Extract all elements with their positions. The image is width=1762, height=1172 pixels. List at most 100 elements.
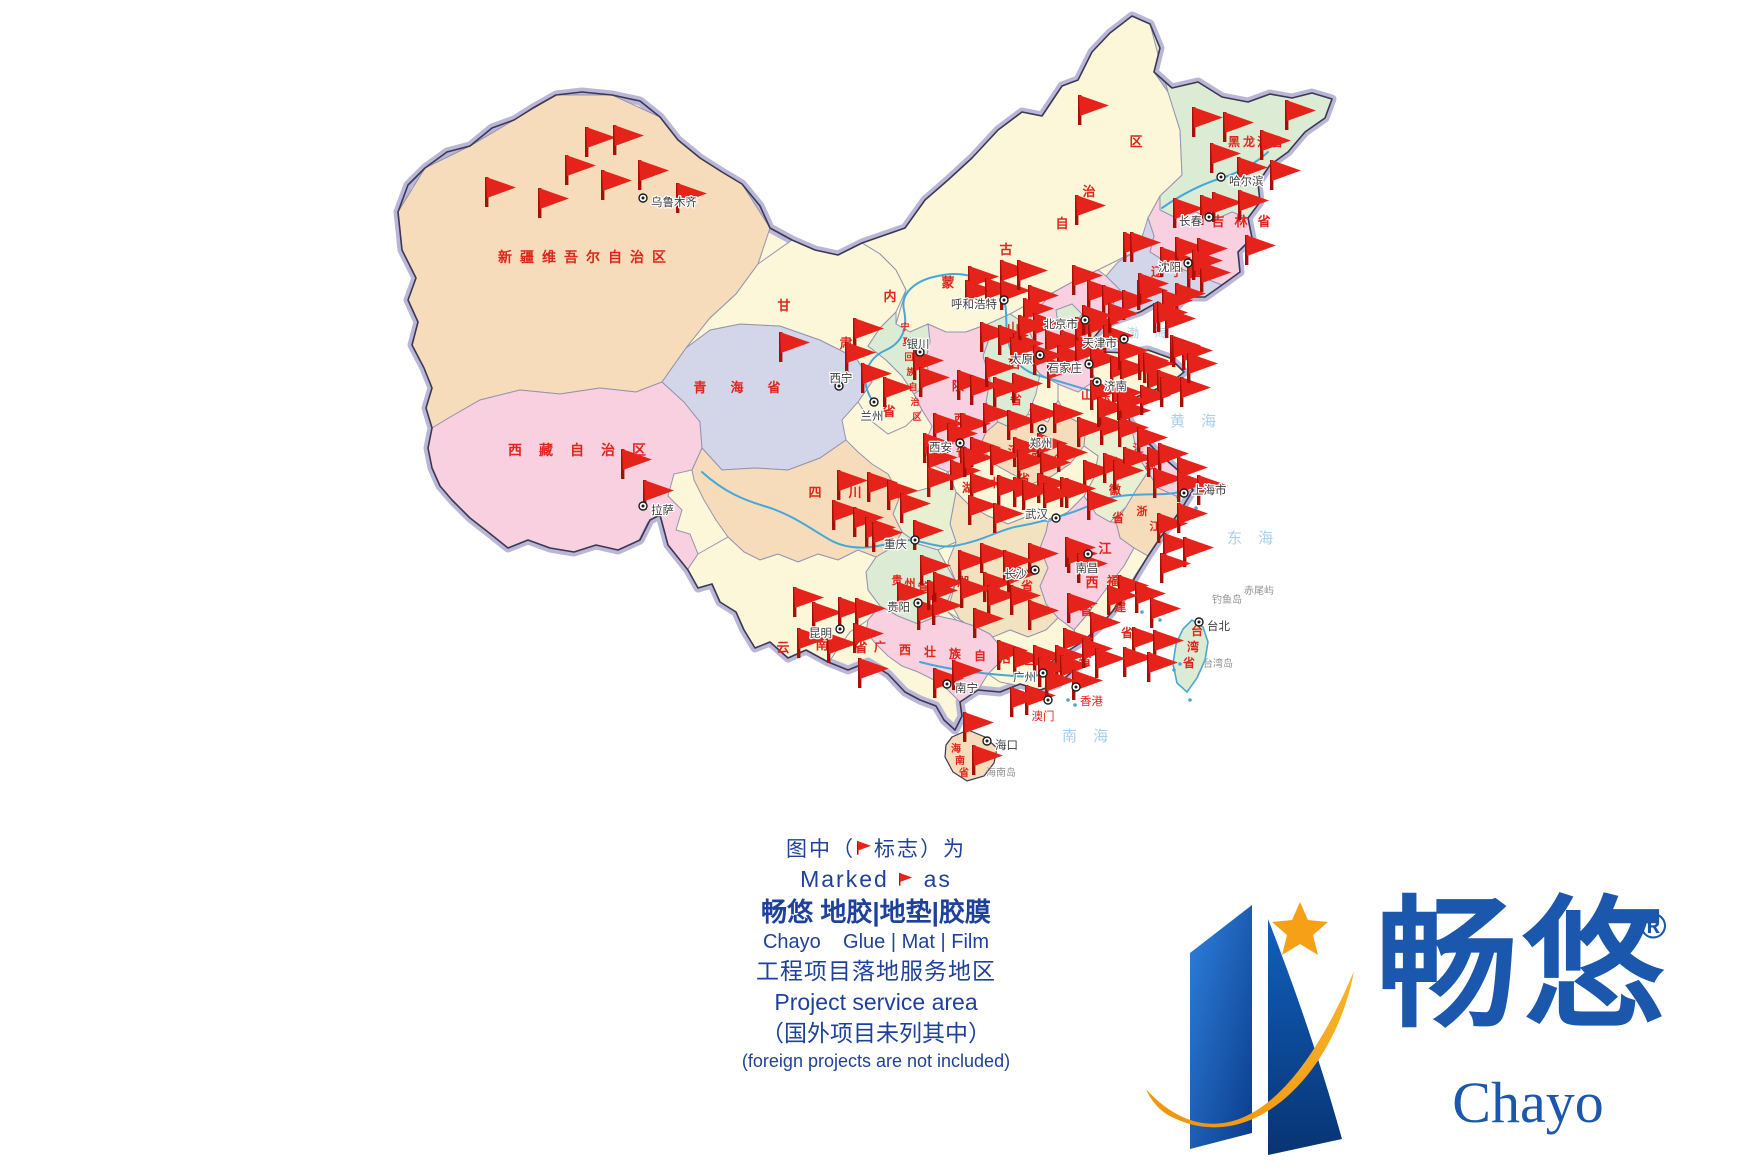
flag-marker [990,445,1021,475]
city-label: 济南 [1104,379,1127,393]
flag-marker [1183,537,1214,567]
province-label-char: 四 [808,485,821,500]
city-dot-center [945,682,949,686]
province-label-char: 族 [949,646,962,661]
province-label-char: 宁 [900,321,909,332]
province-label-char: 青 [693,380,706,395]
flag-marker [993,503,1024,533]
province-label-char: 区 [1129,134,1142,149]
logo-left-panel [1190,905,1252,1149]
city-label: 长沙 [1004,568,1027,581]
city-markers: 乌鲁木齐拉萨西宁兰州银川西安呼和浩特北京市天津市石家庄太原沈阳长春哈尔滨郑州济南… [638,172,1265,753]
province-label-char: 吾 [564,249,578,265]
flag-marker [1013,647,1044,677]
flag-marker [1123,647,1154,677]
flag-marker [1102,285,1133,315]
city-label: 北京市 [1044,317,1079,331]
province-label-char: 蒙 [941,275,954,290]
flag-marker [985,357,1016,387]
flag-marker [1237,157,1268,187]
logo-registered-mark: ® [1640,905,1667,946]
province-label-char: 黑 [1228,135,1240,149]
province-label-char: 维 [542,249,556,265]
flag-marker [1118,340,1149,370]
caption-line2-post: as [915,865,952,892]
city-dot-center [1087,362,1091,366]
flag-marker [963,447,994,477]
islet [1073,703,1077,707]
province-label-char: 南 [955,754,965,767]
city-label: 天津市 [1083,336,1118,350]
city-dot-center [1041,671,1045,675]
city-dot-center [1122,337,1126,341]
province-label-char: 海 [951,742,961,755]
city-dot-center [1207,215,1211,219]
flag-marker [621,449,652,479]
city-dot-center [913,538,917,542]
flag-marker [853,623,884,653]
flag-marker [968,495,999,525]
city-label: 西宁 [830,371,853,385]
flag-marker [797,628,828,658]
province-label-char: 省 [917,579,929,593]
province-label-char: 宁 [1171,264,1183,279]
city-dot-center [1033,568,1037,572]
province-label-char: 甘 [777,298,790,313]
flag-marker [980,543,1011,573]
islet [1194,506,1198,510]
flag-marker [1153,630,1184,660]
flag-marker [1037,433,1068,463]
province-label-char: 古 [999,242,1012,257]
city-dot-center [1219,175,1223,179]
flag-marker [1028,543,1059,573]
flag-marker [919,367,950,397]
province-label-char: 西 [899,643,911,657]
flag-marker [867,472,898,502]
city-dot-center [916,601,920,605]
city-dot-center [837,384,841,388]
sea-label: 东 海 [1227,530,1279,547]
caption-line-1: 图中（ 标志）为 [658,836,1094,863]
province-label-char: 自 [608,249,622,265]
flag-marker [1192,250,1223,280]
flag-marker [1200,262,1231,292]
flag-marker [838,597,869,627]
flag-marker [1010,337,1041,367]
flag-marker [1158,443,1189,473]
caption-line-2: Marked as [658,866,1094,893]
flag-marker [1107,585,1138,615]
islet [1172,668,1176,672]
city-dot-center [958,441,962,445]
flag-marker [1103,325,1134,355]
city-dot-center [1054,516,1058,520]
city-label: 澳门 [1032,709,1055,723]
caption-line-6: Project service area [774,989,978,1016]
flag-marker [1033,345,1064,375]
caption-line-4: Chayo Glue | Mat | Film [762,930,989,953]
flag-marker [952,660,983,690]
flag-marker [1172,337,1203,367]
flag-marker [1210,143,1241,173]
city-dot-center [1038,353,1042,357]
province-label-char: 川 [847,485,861,500]
flag-marker [1137,427,1168,457]
flag-markers [485,95,1316,775]
caption-line-7: （国外项目未列其中） [761,1020,991,1047]
logo-swoosh [1146,971,1354,1128]
flag-marker [1053,403,1084,433]
city-label: 台北 [1207,619,1230,633]
flag-marker [1022,480,1053,510]
sea-label: 南 海 [1062,728,1114,745]
flag-marker [1160,553,1191,583]
flag-marker [1113,460,1144,490]
island-label: 海南岛 [986,766,1016,779]
caption-line1-post: 标志）为 [874,838,966,861]
flag-marker [1143,353,1174,383]
city-dot-center [1182,491,1186,495]
flag-marker [958,550,989,580]
province-label-char: 福 [1106,573,1119,588]
city-label: 石家庄 [1048,361,1083,375]
flag-marker [1010,687,1041,717]
island-label: 台湾岛 [1203,657,1233,670]
island-label: 赤尾屿 [1244,585,1274,597]
